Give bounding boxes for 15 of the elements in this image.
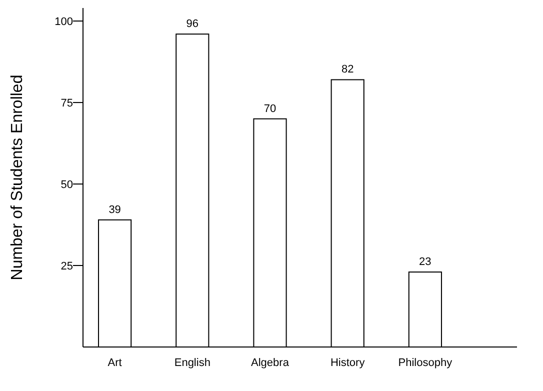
y-tick-label: 100 <box>54 16 73 28</box>
x-tick-label: History <box>330 357 366 369</box>
y-tick-label: 25 <box>60 260 73 272</box>
y-tick-label: 50 <box>60 178 73 191</box>
x-tick-label: Art <box>108 357 122 369</box>
data-label: 82 <box>341 64 354 76</box>
data-label: 96 <box>186 18 199 30</box>
data-label: 39 <box>108 204 121 216</box>
y-tick-label: 75 <box>60 97 73 110</box>
x-tick-label: English <box>174 357 210 369</box>
data-label: 70 <box>264 102 276 115</box>
x-tick-label: Philosophy <box>398 357 453 369</box>
y-axis-title: Number of Students Enrolled <box>9 74 26 280</box>
data-label: 23 <box>419 256 432 268</box>
x-tick-label: Algebra <box>251 357 290 369</box>
